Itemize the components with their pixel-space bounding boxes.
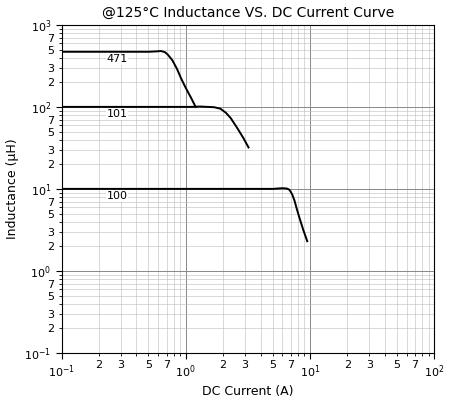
Text: 101: 101: [107, 109, 127, 119]
Y-axis label: Inductance (μH): Inductance (μH): [5, 139, 18, 239]
X-axis label: DC Current (A): DC Current (A): [202, 385, 294, 398]
Title: @125°C Inductance VS. DC Current Curve: @125°C Inductance VS. DC Current Curve: [102, 6, 394, 19]
Text: 100: 100: [107, 191, 127, 201]
Text: 471: 471: [107, 55, 128, 64]
